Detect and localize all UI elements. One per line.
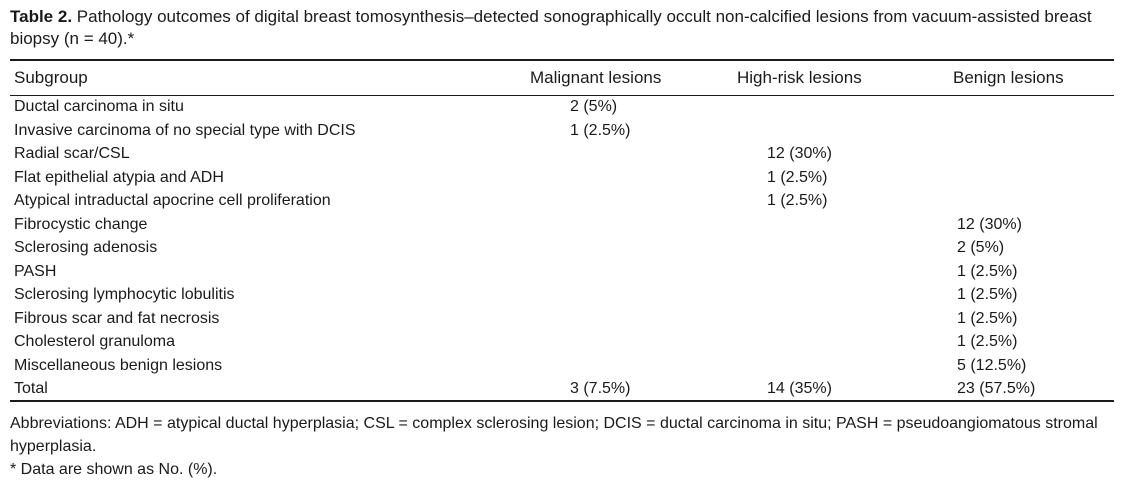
table-row: Invasive carcinoma of no special type wi… [0,119,1126,143]
cell-subgroup: Flat epithelial atypia and ADH [14,168,224,186]
header-malignant-lesions: Malignant lesions [530,68,662,87]
cell-high-risk: 14 (35%) [767,380,832,397]
cell-subgroup: Radial scar/CSL [14,145,130,162]
cell-benign: 12 (30%) [957,215,1022,233]
cell-benign: 1 (2.5%) [957,333,1018,350]
cell-benign: 1 (2.5%) [957,262,1018,280]
cell-subgroup: PASH [14,262,57,280]
table-caption-label: Table 2. [10,7,73,26]
cell-benign: 5 (12.5%) [957,356,1027,374]
cell-subgroup: Atypical intraductal apocrine cell proli… [14,192,331,209]
cell-subgroup: Miscellaneous benign lesions [14,356,223,374]
table-row: Fibrous scar and fat necrosis 1 (2.5%) [0,307,1126,331]
cell-subgroup: Fibrous scar and fat necrosis [14,309,220,327]
cell-benign: 23 (57.5%) [957,380,1036,397]
table-row: Fibrocystic change 12 (30%) [0,213,1126,237]
table-row: Flat epithelial atypia and ADH 1 (2.5%) [0,166,1126,190]
table-row: Atypical intraductal apocrine cell proli… [0,189,1126,213]
cell-high-risk: 1 (2.5%) [767,192,828,209]
cell-subgroup: Sclerosing adenosis [14,239,158,256]
table-row: PASH 1 (2.5%) [0,260,1126,284]
cell-subgroup: Cholesterol granuloma [14,333,175,350]
cell-benign: 1 (2.5%) [957,286,1018,303]
cell-subgroup: Fibrocystic change [14,215,148,233]
cell-subgroup: Sclerosing lymphocytic lobulitis [14,286,235,303]
table-top-rule [10,59,1114,61]
data-footnote: * Data are shown as No. (%). [10,461,218,478]
table-caption-text: Pathology outcomes of digital breast tom… [10,7,1092,48]
table-header-rule [10,95,1114,96]
cell-subgroup: Total [14,380,48,397]
table-row: Radial scar/CSL 12 (30%) [0,142,1126,166]
table-notes: Abbreviations: ADH = atypical ductal hyp… [10,412,1110,481]
abbreviations-note: Abbreviations: ADH = atypical ductal hyp… [10,415,1098,455]
table-row: Cholesterol granuloma 1 (2.5%) [0,330,1126,354]
cell-malignant: 2 (5%) [570,98,618,115]
table-row: Ductal carcinoma in situ 2 (5%) [0,95,1126,119]
table-body: Ductal carcinoma in situ 2 (5%) Invasive… [0,95,1126,401]
table-total-row: Total 3 (7.5%) 14 (35%) 23 (57.5%) [0,377,1126,401]
cell-high-risk: 12 (30%) [767,145,832,162]
cell-benign: 1 (2.5%) [957,309,1018,327]
cell-malignant: 3 (7.5%) [570,380,631,397]
cell-subgroup: Ductal carcinoma in situ [14,98,184,115]
table-caption: Table 2. Pathology outcomes of digital b… [10,6,1120,50]
header-benign-lesions: Benign lesions [953,68,1064,87]
table-row: Sclerosing adenosis 2 (5%) [0,236,1126,260]
cell-subgroup: Invasive carcinoma of no special type wi… [14,121,356,139]
table-row: Sclerosing lymphocytic lobulitis 1 (2.5%… [0,283,1126,307]
cell-high-risk: 1 (2.5%) [767,168,828,186]
header-subgroup: Subgroup [14,68,88,87]
table-bottom-rule [10,400,1114,402]
header-high-risk-lesions: High-risk lesions [737,68,862,87]
cell-malignant: 1 (2.5%) [570,121,631,139]
cell-benign: 2 (5%) [957,239,1005,256]
table-row: Miscellaneous benign lesions 5 (12.5%) [0,354,1126,378]
table-header-row: Subgroup Malignant lesions High-risk les… [0,66,1126,90]
